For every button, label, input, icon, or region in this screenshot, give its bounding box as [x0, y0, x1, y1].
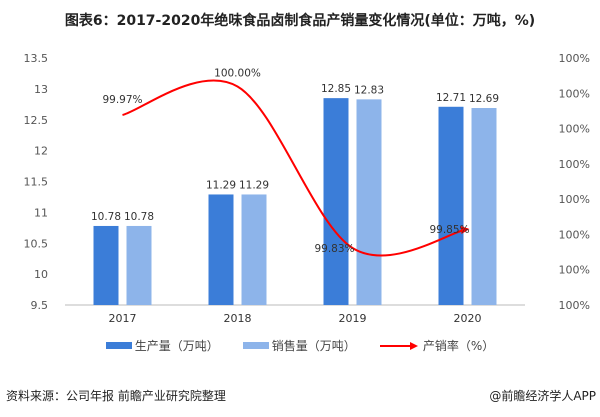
data-label: 12.85 [321, 83, 351, 95]
line-data-label: 99.97% [102, 94, 142, 106]
line-data-label: 99.85% [429, 224, 469, 236]
legend-item-production: 生产量（万吨） [105, 337, 219, 354]
y-left-tick-label: 11.5 [24, 176, 49, 189]
bar [241, 194, 267, 305]
data-label: 12.71 [436, 92, 466, 104]
bar [93, 225, 119, 305]
bar [208, 194, 234, 305]
bar [471, 108, 497, 305]
x-tick-label: 2019 [339, 312, 367, 325]
data-label: 11.29 [239, 179, 269, 191]
x-tick-label: 2018 [224, 312, 252, 325]
y-left-tick-label: 13 [34, 83, 48, 96]
y-left-tick-label: 12 [34, 145, 48, 158]
y-right-tick-label: 100% [559, 158, 590, 171]
legend-label: 产销率（%） [422, 339, 495, 353]
y-left-tick-label: 9.5 [31, 299, 49, 312]
data-label: 10.78 [91, 211, 121, 223]
legend-swatch [105, 342, 132, 349]
y-right-tick-label: 100% [559, 228, 590, 241]
y-right-tick-label: 100% [559, 52, 590, 65]
x-tick-label: 2020 [454, 312, 482, 325]
y-right-tick-label: 100% [559, 87, 590, 100]
bar [438, 106, 464, 305]
line-data-label: 99.83% [314, 243, 354, 255]
legend-item-rate: 产销率（%） [379, 337, 495, 354]
y-right-tick-label: 100% [559, 123, 590, 136]
x-tick-label: 2017 [109, 312, 137, 325]
y-left-tick-label: 12.5 [24, 114, 49, 127]
line-series [122, 79, 468, 257]
bar [323, 98, 349, 305]
legend-item-sales: 销售量（万吨） [242, 337, 356, 354]
chart-title: 图表6：2017-2020年绝味食品卤制食品产销量变化情况(单位：万吨，%) [64, 13, 536, 29]
legend: 生产量（万吨） 销售量（万吨） 产销率（%） [0, 337, 600, 354]
bar [356, 99, 382, 305]
data-label: 12.83 [354, 84, 384, 96]
legend-label: 销售量（万吨） [271, 339, 356, 353]
y-left-tick-label: 11 [34, 206, 48, 219]
bar [126, 225, 152, 305]
brand-credit: @前瞻经济学人APP [489, 389, 596, 403]
y-right-tick-label: 100% [559, 264, 590, 277]
arrow-icon [379, 341, 418, 350]
legend-label: 生产量（万吨） [134, 339, 219, 353]
y-left-tick-label: 13.5 [24, 52, 49, 65]
y-right-tick-label: 100% [559, 299, 590, 312]
data-label: 11.29 [206, 179, 236, 191]
data-label: 12.69 [469, 93, 499, 105]
y-right-tick-label: 100% [559, 193, 590, 206]
line-arrowhead [460, 226, 470, 234]
y-left-tick-label: 10 [34, 268, 48, 281]
source-note: 资料来源：公司年报 前瞻产业研究院整理 [6, 389, 226, 403]
line-data-label: 100.00% [214, 68, 261, 80]
legend-swatch [242, 342, 269, 349]
y-left-tick-label: 10.5 [24, 237, 49, 250]
data-label: 10.78 [124, 211, 154, 223]
